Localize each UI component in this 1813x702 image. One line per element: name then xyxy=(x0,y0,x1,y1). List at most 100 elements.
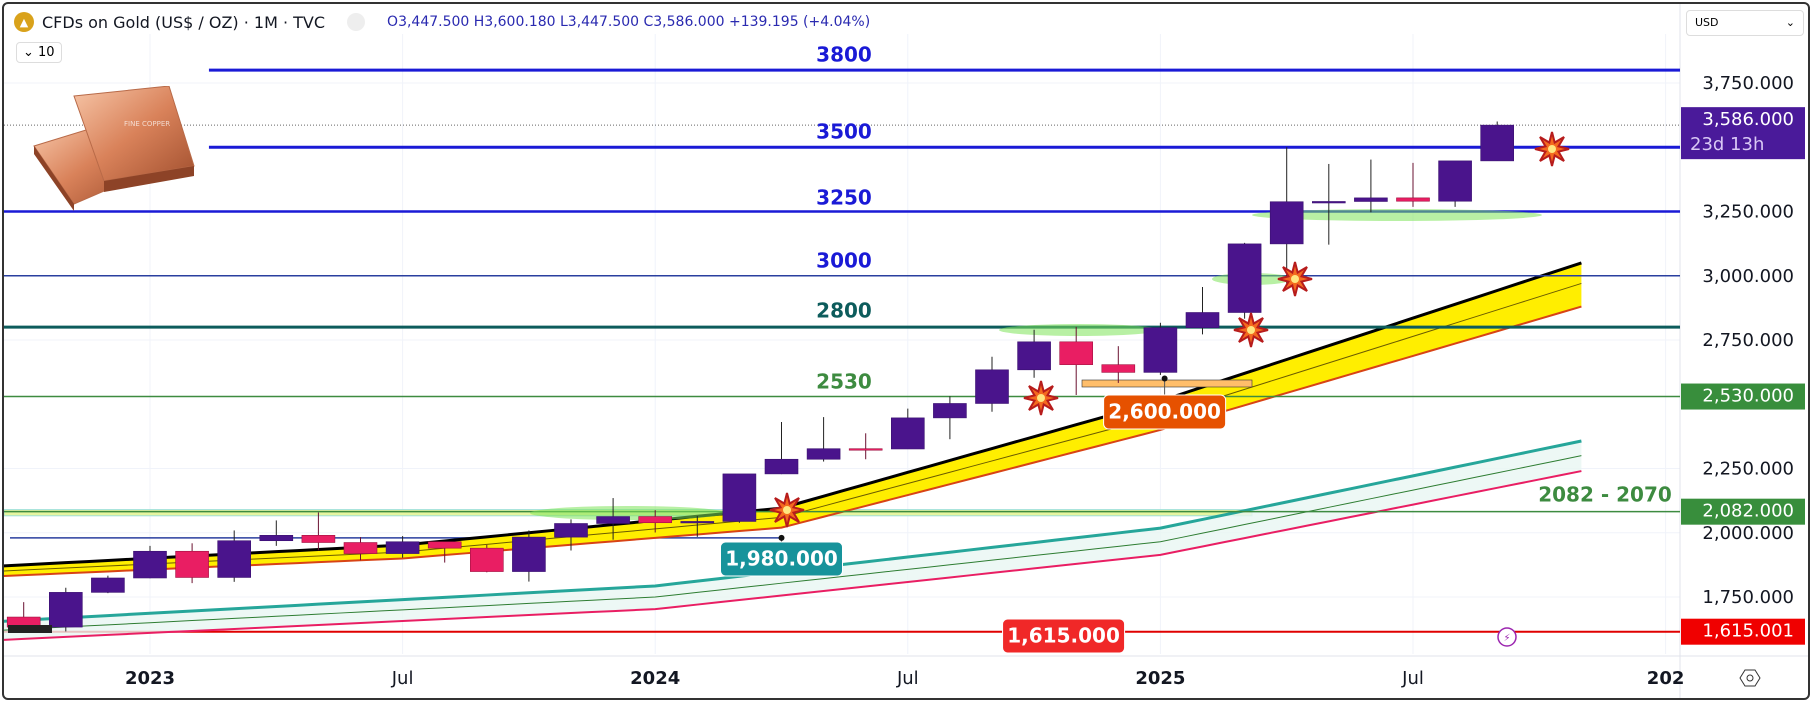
tradingview-logo-icon xyxy=(8,625,52,633)
settings-icon-center xyxy=(1746,674,1754,682)
price-callout-text: 1,615.000 xyxy=(1007,624,1120,648)
candle-body xyxy=(427,541,462,549)
callout-anchor-dot xyxy=(1161,375,1168,382)
candle[interactable] xyxy=(1059,326,1093,395)
candle[interactable] xyxy=(1017,329,1051,378)
candle[interactable] xyxy=(680,516,715,537)
explosion-icon-core xyxy=(1247,326,1255,334)
candle[interactable] xyxy=(1354,159,1388,213)
candle[interactable] xyxy=(427,541,462,563)
price-axis-label: 1,750.000 xyxy=(1702,587,1794,608)
candle[interactable] xyxy=(175,543,209,584)
candle[interactable] xyxy=(764,421,799,475)
candle[interactable] xyxy=(722,473,757,523)
candle[interactable] xyxy=(259,520,294,546)
candle-body xyxy=(385,541,420,554)
candle-body xyxy=(217,540,251,578)
candle[interactable] xyxy=(301,512,336,551)
candle[interactable] xyxy=(1101,346,1136,383)
explosion-icon-core xyxy=(1291,275,1299,283)
svg-text:FINE COPPER: FINE COPPER xyxy=(124,120,170,128)
candle[interactable] xyxy=(343,537,378,561)
level-label-2082-2070: 2082 - 2070 xyxy=(1538,483,1672,507)
candle[interactable] xyxy=(1396,162,1430,207)
price-axis-label: 2,750.000 xyxy=(1702,330,1794,351)
price-axis-label: 3,750.000 xyxy=(1702,73,1794,94)
price-axis-badge xyxy=(1681,383,1805,410)
candle-body xyxy=(1227,243,1262,313)
level-label-3000: 3000 xyxy=(816,249,872,273)
candle-body xyxy=(848,448,883,451)
price-callout-badge xyxy=(720,541,843,577)
candle[interactable] xyxy=(554,519,588,551)
candle[interactable] xyxy=(806,417,841,462)
candle-body xyxy=(512,536,546,572)
status-dot-icon xyxy=(347,13,366,31)
candle[interactable] xyxy=(91,575,125,594)
candle[interactable] xyxy=(385,536,420,558)
callout-anchor-dot xyxy=(778,534,785,541)
settings-icon[interactable] xyxy=(1739,669,1761,687)
candle[interactable] xyxy=(975,356,1009,412)
price-axis-badge-text: 2,530.000 xyxy=(1702,386,1794,407)
candle-body xyxy=(764,458,799,475)
price-callout-badge xyxy=(1103,394,1227,430)
candle-body xyxy=(133,550,167,579)
candle[interactable] xyxy=(512,530,546,582)
candle[interactable] xyxy=(469,544,504,573)
candle[interactable] xyxy=(133,545,167,579)
price-callout-text: 2,600.000 xyxy=(1108,400,1221,424)
candle[interactable] xyxy=(1480,121,1514,162)
candle[interactable] xyxy=(1227,242,1262,319)
price-axis-badge xyxy=(1681,498,1805,525)
bar-countdown: 23d 13h xyxy=(1690,134,1764,155)
candle-body xyxy=(1101,364,1136,373)
candle-body xyxy=(596,516,630,524)
candle[interactable] xyxy=(848,433,883,460)
chart-header: ▲ CFDs on Gold (US$ / OZ) · 1M · TVC O3,… xyxy=(14,12,870,32)
candle-body xyxy=(1185,312,1220,328)
candle[interactable] xyxy=(638,510,673,533)
candle-body xyxy=(259,535,294,542)
currency-value: USD xyxy=(1695,16,1719,29)
ma-ribbon-fill xyxy=(4,262,1582,577)
level-label-3250: 3250 xyxy=(816,186,872,210)
candle-body xyxy=(638,516,673,524)
moving-average-line-ma-red xyxy=(4,470,1582,641)
indicators-toggle[interactable]: ⌄ 10 xyxy=(16,42,62,63)
candle[interactable] xyxy=(1269,147,1304,284)
candle-body xyxy=(722,473,757,522)
candle[interactable] xyxy=(217,530,251,582)
candle-body xyxy=(1312,201,1346,204)
candle[interactable] xyxy=(48,587,83,632)
symbol-title[interactable]: CFDs on Gold (US$ / OZ) · 1M · TVC xyxy=(42,12,326,32)
candle-body xyxy=(1354,197,1388,202)
candle-body xyxy=(301,535,336,543)
ma-ribbon-fill-teal xyxy=(4,441,1582,640)
price-axis-badge xyxy=(1681,618,1805,645)
candle-body xyxy=(890,417,925,450)
candle[interactable] xyxy=(1312,163,1346,245)
candle[interactable] xyxy=(1185,287,1220,335)
candle[interactable] xyxy=(1438,160,1472,207)
candle-body xyxy=(554,523,588,538)
candle[interactable] xyxy=(1143,322,1178,375)
currency-select[interactable]: USD ⌄ xyxy=(1686,10,1804,36)
candle[interactable] xyxy=(596,498,630,540)
lightning-event-icon xyxy=(1497,627,1517,647)
price-chart[interactable]: 3800 3500 3250 3000 2800 2530 2082 - 2070 2,600… xyxy=(4,4,1810,700)
lightning-glyph: ⚡ xyxy=(1503,633,1510,644)
gold-symbol-icon: ▲ xyxy=(14,12,34,32)
ohlc-values: O3,447.500 H3,600.180 L3,447.500 C3,586.… xyxy=(387,14,871,30)
candle[interactable] xyxy=(933,396,967,440)
candle-body xyxy=(806,448,841,460)
time-axis-label: Jul xyxy=(391,668,414,689)
candle-body xyxy=(48,592,83,628)
candle-body xyxy=(1143,327,1178,373)
candle[interactable] xyxy=(890,408,925,450)
highlight-ellipse xyxy=(999,324,1159,336)
price-axis-label: 3,000.000 xyxy=(1702,266,1794,287)
time-axis-label: Jul xyxy=(896,668,919,689)
highlight-rect-2600 xyxy=(1081,379,1253,388)
